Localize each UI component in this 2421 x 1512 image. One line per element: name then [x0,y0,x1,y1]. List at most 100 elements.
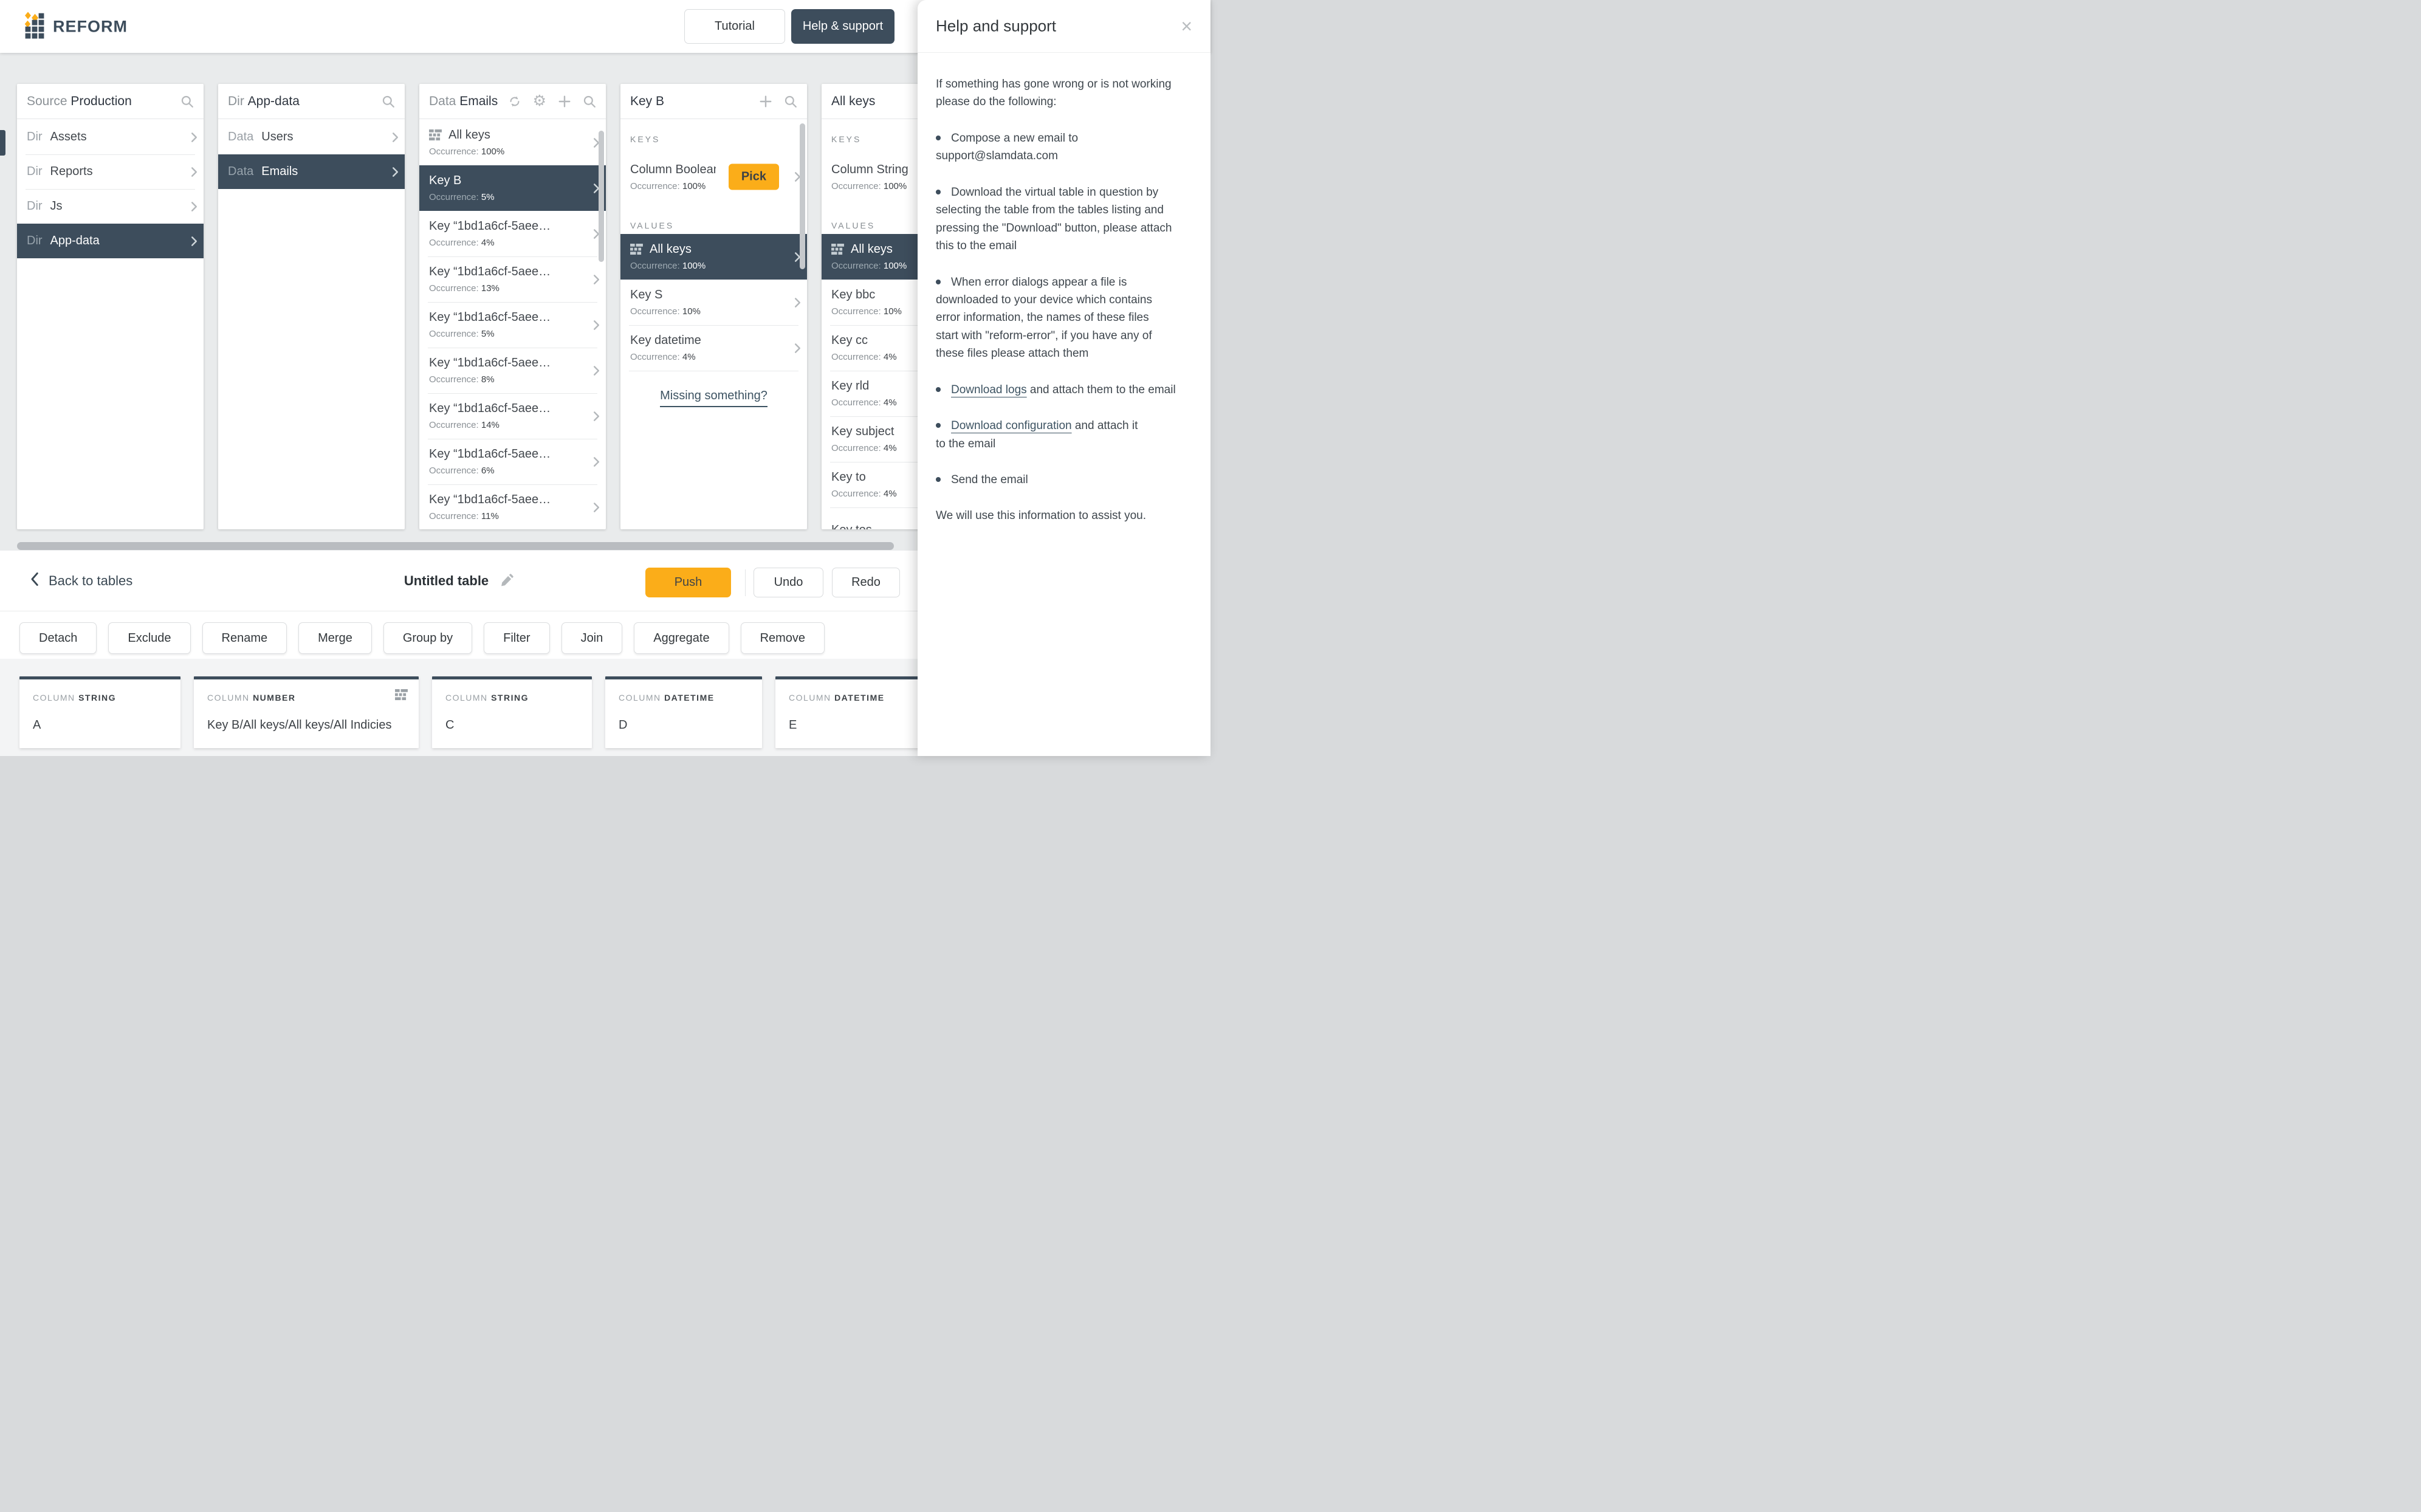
column-card[interactable]: COLUMN STRING C [432,676,592,748]
action-button-group-by[interactable]: Group by [383,622,473,654]
vertical-scrollbar[interactable] [599,131,604,262]
horizontal-scrollbar[interactable] [17,542,894,550]
table-name: Untitled table [404,573,489,588]
tutorial-button[interactable]: Tutorial [684,9,785,44]
missing-something-wrap: Missing something? [620,371,807,407]
column-card[interactable]: COLUMN DATETIME D [605,676,762,748]
list-item[interactable]: Key B Occurrence: 5% [419,165,606,211]
occurrence: Occurrence: 11% [429,511,499,521]
list-item[interactable]: Data Users [218,120,405,154]
list-item[interactable]: Key “1bd1a6cf-5aee… Occurrence: 11% [419,484,606,529]
close-icon[interactable]: × [1181,15,1192,37]
list-item[interactable]: Key S Occurrence: 10% [620,280,807,325]
table-toolbar: Back to tables Untitled table Push Undo … [0,551,1210,611]
chevron-right-icon [794,297,801,308]
list-item[interactable]: All keys Occurrence: 100% [419,120,606,165]
list-item[interactable]: Key “1bd1a6cf-5aee… Occurrence: 6% [419,439,606,484]
list-item[interactable]: Key cc Occurrence: 4% [822,325,1008,371]
occurrence: Occurrence: 14% [429,420,500,430]
browser-column: Source Production Dir Assets Dir Reports Dir J… [17,84,204,529]
list-item[interactable]: Dir App-data [17,224,204,258]
occurrence: Occurrence: 4% [831,352,897,362]
help-footer-text: We will use this information to assist y… [936,509,1147,523]
back-to-tables-link[interactable]: Back to tables [30,551,132,611]
column-header: Source Production [17,84,204,119]
action-button-merge[interactable]: Merge [298,622,372,654]
list-item[interactable]: Column String Occurrence: 100% [822,148,1008,206]
list-item[interactable]: Key “1bd1a6cf-5aee… Occurrence: 13% [419,256,606,302]
column-card[interactable]: COLUMN DATETIME E [775,676,946,748]
undo-button[interactable]: Undo [754,568,823,597]
chevron-right-icon [794,343,801,354]
missing-something-link[interactable]: Missing something? [660,389,768,407]
list-item[interactable]: Key “1bd1a6cf-5aee… Occurrence: 8% [419,348,606,393]
bullet-icon [936,387,941,392]
occurrence: Occurrence: 10% [630,306,701,317]
action-button-aggregate[interactable]: Aggregate [634,622,729,654]
list-item[interactable]: Key rld Occurrence: 4% [822,371,1008,416]
occurrence: Occurrence: 8% [429,374,495,385]
list-item[interactable]: Key bbc Occurrence: 10% [822,280,1008,325]
search-icon[interactable] [382,95,395,108]
chevron-right-icon [794,171,801,182]
search-icon[interactable] [784,95,797,108]
table-grid-icon [429,129,442,141]
action-button-rename[interactable]: Rename [202,622,287,654]
search-icon[interactable] [180,95,194,108]
chevron-right-icon [191,236,197,247]
gear-icon[interactable]: ⚙ [532,92,546,109]
add-icon[interactable] [759,95,772,108]
back-label: Back to tables [49,573,133,588]
section-label: KEYS [630,134,661,144]
list-item[interactable]: Key “1bd1a6cf-5aee… Occurrence: 14% [419,393,606,439]
list-item[interactable]: Column Boolean Occurrence: 100% Pick [620,148,807,206]
vertical-scrollbar[interactable] [800,123,805,269]
list-item[interactable]: Dir Js [17,189,204,224]
column-header: Key B [620,84,807,119]
pick-button[interactable]: Pick [728,163,779,190]
occurrence: Occurrence: 6% [429,466,495,476]
push-button[interactable]: Push [645,568,731,597]
list-item[interactable]: Data Emails [218,154,405,189]
occurrence: Occurrence: 5% [429,329,495,339]
edit-pencil-icon[interactable] [499,574,513,588]
list-item[interactable]: Key to Occurrence: 4% [822,462,1008,507]
redo-button[interactable]: Redo [832,568,900,597]
card-type-label: COLUMN STRING [445,693,529,703]
list-item[interactable]: Key datetime Occurrence: 4% [620,325,807,371]
card-value: E [789,718,797,732]
card-value: Key B/All keys/All keys/All Indicies [207,718,392,732]
list-item[interactable]: Key “1bd1a6cf-5aee… Occurrence: 5% [419,302,606,348]
column-card[interactable]: COLUMN STRING A [19,676,180,748]
table-grid-icon [395,689,408,703]
occurrence: Occurrence: 100% [429,146,505,157]
help-link[interactable]: Download logs [951,383,1027,396]
table-grid-icon [831,244,844,255]
search-icon[interactable] [583,95,596,108]
action-button-filter[interactable]: Filter [484,622,550,654]
add-icon[interactable] [558,95,571,108]
column-card[interactable]: COLUMN NUMBER Key B/All keys/All keys/All… [194,676,419,748]
action-button-detach[interactable]: Detach [19,622,97,654]
bullet-text: and attach it to the email [936,419,1138,450]
section-label: VALUES [831,221,876,230]
bullet-text: Download the virtual table in question b… [936,185,1172,253]
help-link[interactable]: Download configuration [951,419,1072,433]
list-item[interactable]: Key “1bd1a6cf-5aee… Occurrence: 4% [419,211,606,256]
list-item[interactable]: Key tos [822,507,1008,529]
bullet-text: Compose a new email to support@slamdata.… [936,131,1079,163]
column-header: All keys [822,84,1008,119]
action-button-join[interactable]: Join [561,622,623,654]
column-cards: COLUMN STRING A COLUMN NUMBER Key B/All key… [19,676,946,748]
refresh-icon[interactable] [508,95,521,108]
list-item[interactable]: Dir Reports [17,154,204,189]
card-type-label: COLUMN DATETIME [619,693,715,703]
list-item[interactable]: Dir Assets [17,120,204,154]
action-button-remove[interactable]: Remove [740,622,825,654]
back-chevron-icon [30,572,39,590]
list-item[interactable]: Key subject Occurrence: 4% [822,416,1008,462]
chevron-right-icon [593,365,600,376]
action-button-exclude[interactable]: Exclude [108,622,191,654]
list-item[interactable]: All keys Occurrence: 100% [620,234,807,280]
help-support-button[interactable]: Help & support [791,9,895,44]
